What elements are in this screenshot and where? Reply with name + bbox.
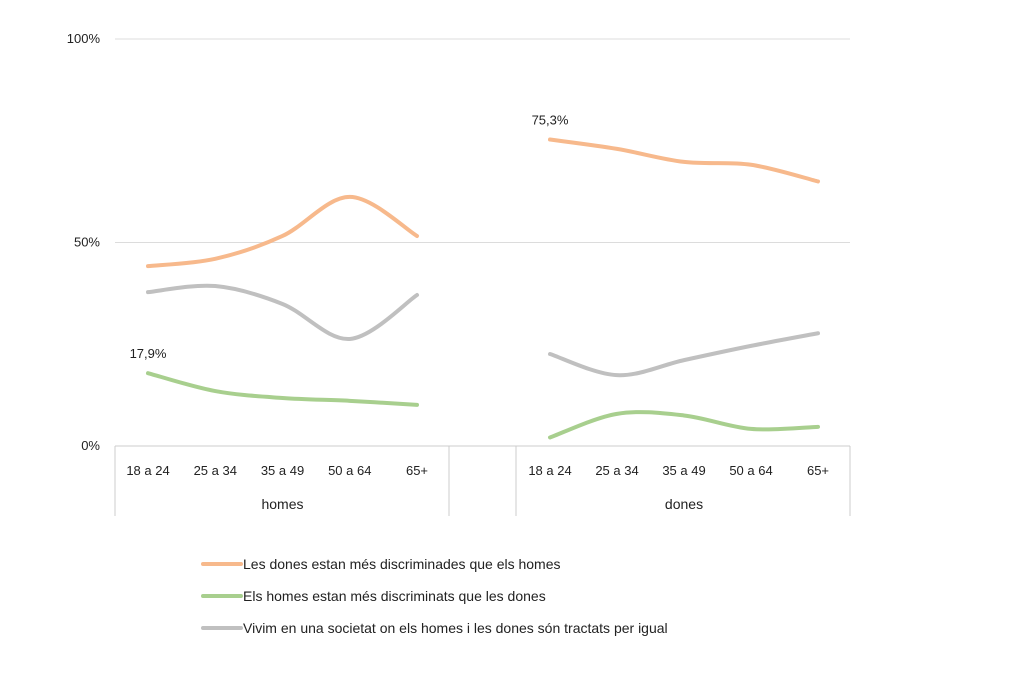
- data-label: 75,3%: [532, 113, 569, 128]
- x-tick-label: 18 a 24: [528, 463, 571, 478]
- y-tick-label: 50%: [74, 235, 100, 250]
- series-line: [146, 194, 419, 269]
- series-line: [146, 283, 419, 341]
- x-tick-label: 65+: [807, 463, 829, 478]
- x-tick-label: 18 a 24: [126, 463, 169, 478]
- data-labels: 75,3% 17,9%: [130, 113, 569, 362]
- data-label: 17,9%: [130, 346, 167, 361]
- y-tick-label: 0%: [81, 438, 100, 453]
- series-line: [146, 371, 419, 407]
- x-tick-label: 25 a 34: [194, 463, 237, 478]
- x-tick-label: 65+: [406, 463, 428, 478]
- series-lines: [146, 137, 820, 440]
- x-tick-label: 50 a 64: [729, 463, 772, 478]
- legend-label: Vivim en una societat on els homes i les…: [243, 620, 668, 636]
- gridlines: [115, 38, 850, 447]
- series-line: [548, 137, 820, 184]
- y-tick-label: 100%: [67, 31, 101, 46]
- x-tick-label: 35 a 49: [662, 463, 705, 478]
- x-group-label: homes: [261, 496, 303, 512]
- series-line: [548, 331, 820, 378]
- legend-label: Els homes estan més discriminats que les…: [243, 588, 546, 604]
- legend-label: Les dones estan més discriminades que el…: [243, 556, 561, 572]
- x-group-label: dones: [665, 496, 703, 512]
- x-tick-label: 35 a 49: [261, 463, 304, 478]
- x-tick-label: 25 a 34: [595, 463, 638, 478]
- legend: Les dones estan més discriminades que el…: [201, 556, 668, 636]
- y-axis-ticks: 100% 50% 0%: [67, 31, 101, 453]
- x-axis: 18 a 24 25 a 34 35 a 49 50 a 64 65+ homes 18 a…: [114, 446, 851, 516]
- x-tick-label: 50 a 64: [328, 463, 371, 478]
- series-line: [548, 410, 820, 440]
